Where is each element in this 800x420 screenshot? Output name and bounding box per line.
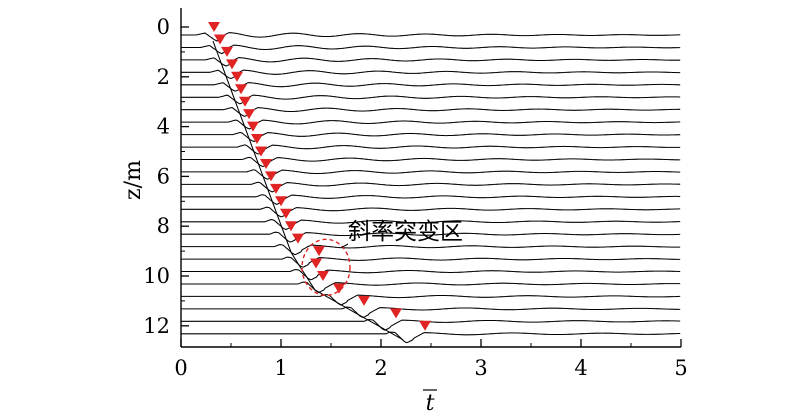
annotation-leader-line: [341, 243, 349, 248]
trace-line: [181, 32, 681, 42]
arrival-marker: [313, 246, 325, 257]
wavefront-envelope: [212, 40, 404, 341]
trace-line: [181, 57, 681, 67]
trace-line: [181, 156, 681, 168]
traces-group: [181, 32, 681, 344]
trace-line: [181, 194, 681, 205]
arrival-marker: [270, 183, 282, 194]
trace-line: [181, 206, 681, 218]
trace-line: [181, 256, 681, 268]
trace-line: [181, 219, 681, 230]
y-tick-label: 4: [157, 115, 170, 139]
x-axis-title: t: [423, 389, 437, 416]
x-ticks-group: 0 1 2 3 4 5: [174, 339, 688, 380]
trace-line: [181, 169, 681, 180]
y-tick-label: 6: [157, 164, 170, 188]
arrival-marker: [260, 158, 272, 169]
arrival-markers-group: [208, 22, 431, 331]
x-tick-label: 1: [274, 356, 287, 380]
x-tick-label: 0: [174, 356, 187, 380]
x-tick-label: 4: [574, 356, 587, 380]
arrival-marker: [226, 59, 238, 70]
arrival-marker: [317, 271, 329, 281]
x-tick-label: 5: [674, 356, 687, 380]
trace-line: [181, 119, 681, 130]
trace-line: [181, 269, 681, 281]
arrival-marker: [231, 71, 243, 82]
arrival-marker: [333, 283, 345, 294]
arrival-marker: [275, 196, 287, 207]
y-tick-label: 10: [143, 264, 170, 288]
trace-line: [181, 131, 681, 142]
y-tick-label: 0: [157, 15, 170, 39]
arrival-marker: [390, 308, 402, 319]
arrival-marker: [255, 146, 267, 157]
arrival-marker: [310, 258, 322, 269]
x-tick-label: 3: [474, 356, 487, 380]
trace-line: [181, 82, 681, 92]
arrival-marker: [265, 171, 277, 182]
y-ticks-group: 0 2 4 6 8 10 12: [143, 15, 189, 338]
trace-line: [181, 144, 681, 155]
arrival-marker: [208, 22, 220, 32]
arrival-marker: [235, 84, 247, 95]
x-tick-label: 2: [374, 356, 387, 380]
trace-line: [181, 181, 681, 193]
arrival-marker: [221, 46, 233, 57]
arrival-marker: [214, 34, 226, 45]
trace-line: [181, 306, 681, 318]
arrival-marker: [280, 208, 292, 219]
trace-line: [181, 331, 681, 344]
annotation-label: 斜率突变区: [348, 219, 463, 245]
trace-line: [181, 318, 681, 331]
arrival-marker: [419, 320, 431, 331]
trace-line: [181, 94, 681, 105]
arrival-marker: [358, 295, 370, 306]
arrival-marker: [285, 221, 297, 232]
trace-line: [181, 244, 681, 256]
arrival-marker: [247, 121, 259, 132]
arrival-marker: [251, 134, 263, 145]
y-tick-label: 2: [157, 65, 170, 89]
trace-line: [181, 107, 681, 117]
trace-line: [181, 69, 681, 79]
trace-line: [181, 44, 681, 55]
y-axis-title: z/m: [121, 160, 146, 200]
trace-line: [181, 231, 681, 243]
y-tick-label: 12: [143, 314, 170, 338]
slope-change-circle: [301, 238, 351, 296]
arrival-marker: [239, 96, 251, 107]
arrival-marker: [292, 233, 304, 244]
trace-line: [181, 281, 681, 294]
arrival-marker: [243, 109, 255, 120]
x-axis-title-text: t: [426, 391, 435, 416]
trace-line: [181, 294, 681, 306]
y-tick-label: 8: [157, 214, 170, 238]
